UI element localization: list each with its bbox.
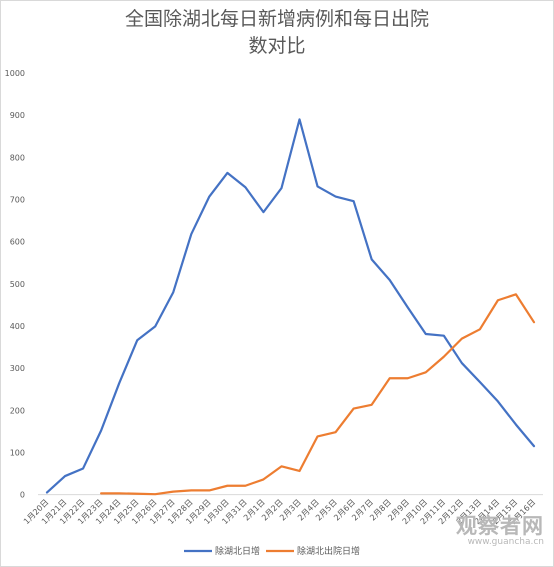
y-tick-label: 200 <box>10 406 25 415</box>
y-tick-label: 300 <box>10 364 25 373</box>
chart-title-line-1: 全国除湖北每日新增病例和每日出院 <box>124 8 429 30</box>
watermark-url: www.guancha.cn <box>467 537 544 547</box>
y-tick-label: 0 <box>20 491 25 500</box>
y-tick-label: 800 <box>10 153 25 162</box>
watermark: 观察者网 www.guancha.cn <box>456 515 544 547</box>
series-line-2 <box>100 293 536 496</box>
watermark-logo-text: 观察者网 <box>456 514 544 538</box>
y-tick-label: 400 <box>10 322 25 331</box>
series-line-1 <box>45 118 536 494</box>
series-layer <box>45 118 536 496</box>
chart-title-line-2: 数对比 <box>248 35 306 57</box>
chart-title: 全国除湖北每日新增病例和每日出院 数对比 <box>0 6 554 60</box>
y-axis: 0 100 200 300 400 500 600 700 800 900 1000 <box>5 69 25 500</box>
legend-label-series-1: 除湖北日增 <box>215 545 260 557</box>
y-tick-label: 500 <box>10 280 25 289</box>
legend: 除湖北日增 除湖北出院日增 <box>184 545 360 557</box>
y-tick-label: 1000 <box>5 69 25 78</box>
y-tick-label: 600 <box>10 238 25 247</box>
legend-label-series-2: 除湖北出院日增 <box>297 545 360 557</box>
y-tick-label: 100 <box>10 448 25 457</box>
y-tick-label: 700 <box>10 195 25 204</box>
y-tick-label: 900 <box>10 111 25 120</box>
